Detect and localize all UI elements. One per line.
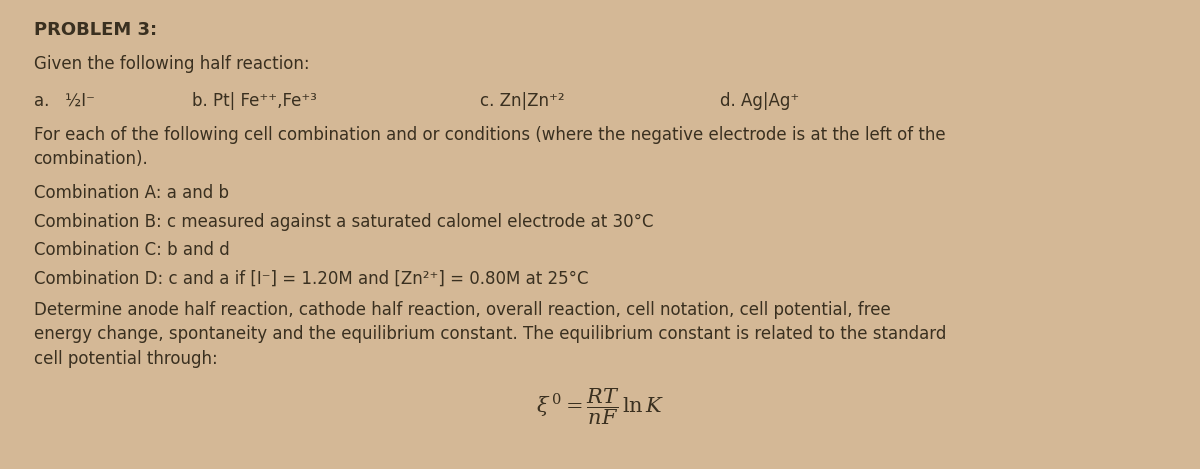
Text: c. Zn|Zn⁺²: c. Zn|Zn⁺²: [480, 92, 565, 110]
Text: Combination B: c measured against a saturated calomel electrode at 30°C: Combination B: c measured against a satu…: [34, 212, 653, 231]
Text: b. Pt| Fe⁺⁺,Fe⁺³: b. Pt| Fe⁺⁺,Fe⁺³: [192, 92, 317, 110]
Text: $\xi^{\,0} = \dfrac{RT}{nF}\,\ln K$: $\xi^{\,0} = \dfrac{RT}{nF}\,\ln K$: [536, 387, 664, 427]
Text: d. Ag|Ag⁺: d. Ag|Ag⁺: [720, 92, 799, 110]
Text: PROBLEM 3:: PROBLEM 3:: [34, 21, 157, 39]
Text: For each of the following cell combination and or conditions (where the negative: For each of the following cell combinati…: [34, 126, 946, 144]
Text: Determine anode half reaction, cathode half reaction, overall reaction, cell not: Determine anode half reaction, cathode h…: [34, 301, 890, 319]
Text: a.   ½I⁻: a. ½I⁻: [34, 92, 95, 110]
Text: Combination C: b and d: Combination C: b and d: [34, 241, 229, 259]
Text: Combination A: a and b: Combination A: a and b: [34, 184, 228, 202]
Text: combination).: combination).: [34, 150, 149, 168]
Text: cell potential through:: cell potential through:: [34, 350, 217, 368]
Text: Combination D: c and a if [I⁻] = 1.20M and [Zn²⁺] = 0.80M at 25°C: Combination D: c and a if [I⁻] = 1.20M a…: [34, 270, 588, 288]
Text: Given the following half reaction:: Given the following half reaction:: [34, 55, 310, 73]
Text: energy change, spontaneity and the equilibrium constant. The equilibrium constan: energy change, spontaneity and the equil…: [34, 325, 946, 343]
